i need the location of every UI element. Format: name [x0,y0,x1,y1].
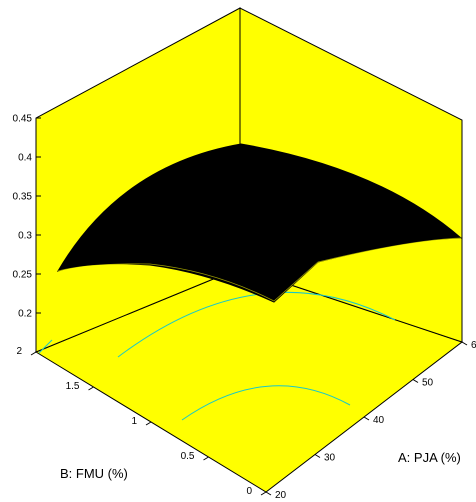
y-tick-label: 0 [246,486,252,497]
x-axis: 20 30 40 50 60 [265,340,476,501]
contour-line [38,339,53,354]
x-tick-label: 40 [373,415,385,426]
y-tick-mark [203,456,209,461]
y-tick-mark [30,351,37,356]
z-tick-label: 0.45 [13,114,33,125]
z-tick-label: 0.2 [18,309,32,320]
x-tick-mark [314,454,321,458]
x-axis-title: A: PJA (%) [398,450,461,465]
x-tick-label: 50 [422,378,434,389]
response-surface [56,143,463,303]
contour-line [181,385,351,421]
z-tick-label: 0.35 [13,192,33,203]
y-tick-mark [145,421,152,426]
y-tick-label: 1.5 [66,381,80,392]
y-tick-label: 2 [16,346,22,357]
z-tick-label: 0.3 [18,231,32,242]
y-axis: 0 0.5 1 1.5 2 [16,346,267,497]
y-tick-mark [88,386,94,391]
x-tick-label: 20 [275,490,287,501]
z-axis: 0.2 0.25 0.3 0.35 0.4 0.45 [13,114,41,352]
x-tick-mark [363,416,370,421]
x-tick-mark [461,341,468,346]
y-tick-label: 1 [131,416,137,427]
x-tick-label: 30 [324,453,336,464]
surface-front-edge [57,237,462,302]
x-tick-mark [265,491,272,496]
y-tick-label: 0.5 [181,451,195,462]
z-tick-label: 0.4 [18,153,32,164]
y-tick-mark [260,491,267,496]
y-axis-title: B: FMU (%) [60,466,128,481]
z-tick-label: 0.25 [13,270,33,281]
x-tick-mark [412,379,419,383]
x-tick-label: 60 [471,340,476,351]
